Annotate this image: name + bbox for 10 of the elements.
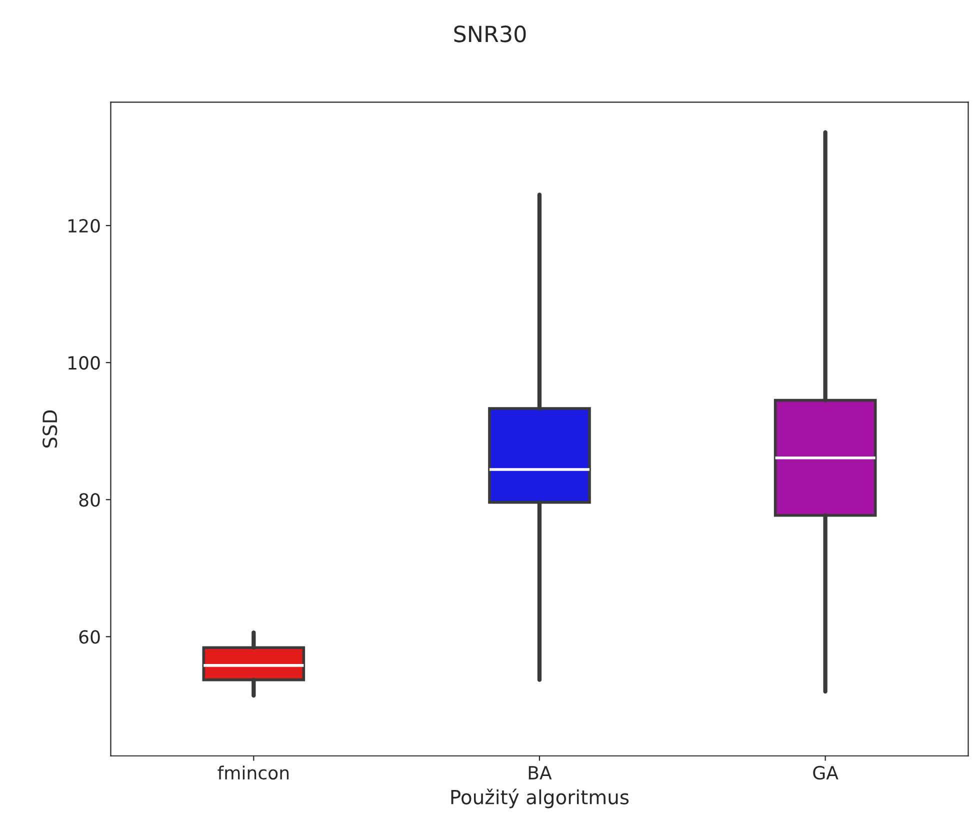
y-axis-title: SSD	[42, 410, 58, 448]
x-axis-title: Použitý algoritmus	[451, 788, 629, 808]
x-tick-label: GA	[813, 766, 838, 780]
y-tick-label: 80	[79, 493, 100, 507]
y-tick-label: 60	[79, 630, 100, 644]
x-tick-label: fmincon	[218, 766, 289, 780]
y-tick-label: 120	[68, 219, 100, 233]
y-tick-label: 100	[68, 356, 100, 370]
x-tick-label: BA	[528, 766, 552, 780]
chart-title: SNR30	[454, 26, 526, 42]
